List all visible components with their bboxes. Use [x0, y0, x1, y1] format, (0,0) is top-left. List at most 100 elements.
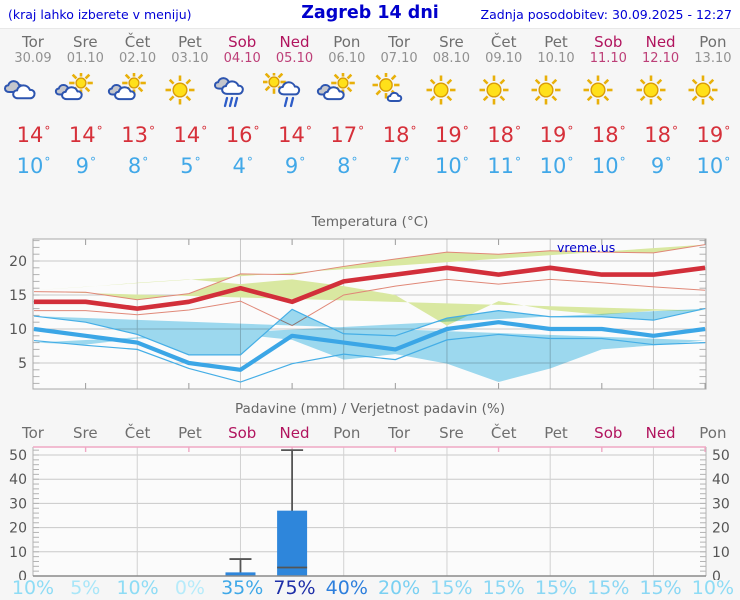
day-column: Pon 13.10 19° 10° [681, 34, 740, 178]
weather-icon [472, 69, 536, 115]
day-column: Sre 01.10 14° 9° [53, 34, 117, 178]
precip-axis-label-right: 0 [712, 569, 721, 580]
weather-icon [629, 69, 693, 115]
precip-probability: 15% [534, 577, 578, 599]
weather-icon [210, 69, 274, 115]
low-temp: 10° [16, 154, 51, 178]
precip-probability: 15% [482, 577, 525, 599]
precip-axis-label-left: 0 [18, 569, 27, 580]
precip-day-label: Pet [178, 424, 202, 442]
partly-cloudy-icon [315, 73, 355, 109]
precip-axis-label-left: 50 [9, 448, 27, 464]
menu-hint-text: (kraj lahko izberete v meniju) [8, 7, 192, 22]
day-date: 10.10 [537, 51, 575, 66]
day-date: 04.10 [223, 51, 261, 66]
day-name: Čet [124, 33, 151, 51]
weather-icon [1, 69, 65, 115]
precip-day-label: Pet [544, 424, 568, 442]
day-name: Sob [594, 33, 623, 51]
day-column: Čet 09.10 18° 11° [472, 34, 536, 178]
low-temp: 5° [180, 154, 201, 178]
precip-probability: 75% [273, 577, 316, 599]
precip-day-label: Sre [439, 424, 464, 442]
partly-cloudy-icon [53, 73, 94, 109]
sunny-icon [636, 75, 666, 105]
temp-axis-label: 5 [18, 356, 27, 372]
weather-icon [367, 69, 431, 115]
precip-axis-label-right: 30 [712, 496, 730, 512]
precip-day-label: Tor [22, 424, 44, 442]
high-temp: 18° [382, 123, 417, 147]
weather-icon [681, 69, 740, 115]
high-temp: 19° [435, 123, 469, 147]
low-temp: 9° [75, 154, 96, 178]
low-temp: 9° [650, 154, 672, 178]
day-name: Tor [22, 33, 44, 51]
high-temp: 14° [173, 123, 208, 147]
day-date: 13.10 [694, 51, 732, 66]
day-date: 02.10 [118, 51, 157, 66]
page-title: Zagreb 14 dni [301, 3, 439, 23]
precip-probability: 5% [70, 577, 101, 599]
day-column: Pon 06.10 17° 8° [315, 34, 379, 178]
day-date: 06.10 [328, 51, 366, 66]
high-temp: 18° [487, 123, 522, 147]
high-temp: 14° [68, 123, 103, 147]
precip-axis-label-right: 10 [712, 545, 730, 561]
weather-icon [419, 69, 483, 115]
high-temp: 16° [225, 123, 260, 147]
day-column: Ned 12.10 18° 9° [629, 34, 693, 178]
weather-icon [106, 69, 170, 115]
day-name: Čet [490, 33, 517, 51]
precipitation-chart: 0 0 10 10 20 20 30 30 40 40 50 50 [9, 446, 730, 580]
high-temp: 19° [539, 123, 574, 147]
day-column: Pet 03.10 14° 5° [158, 34, 222, 178]
low-temp: 8° [127, 154, 149, 178]
precip-day-label: Sre [73, 424, 98, 442]
low-temp: 10° [591, 154, 626, 178]
precip-day-label: Čet [124, 424, 151, 442]
temp-axis-label: 10 [9, 322, 27, 338]
weather-icon [315, 69, 379, 115]
sunny-icon [688, 75, 718, 105]
precipitation-chart-title: Padavine (mm) / Verjetnost padavin (%) [235, 401, 505, 417]
day-column: Pet 10.10 19° 10° [524, 34, 588, 178]
high-temp: 14° [278, 123, 312, 147]
day-name: Sob [228, 33, 257, 51]
mostly-sunny-icon [372, 73, 411, 109]
day-name: Tor [388, 33, 411, 51]
day-date: 09.10 [485, 51, 523, 66]
precip-day-label: Čet [490, 424, 517, 442]
precip-axis-label-right: 50 [712, 448, 730, 464]
temperature-chart-title: Temperatura (°C) [311, 214, 429, 230]
weather-icon [158, 69, 222, 115]
precip-axis-label-right: 40 [712, 472, 730, 488]
precip-axis-label-left: 10 [9, 545, 27, 561]
precip-day-label: Sob [228, 424, 257, 442]
weather-icon [53, 69, 117, 115]
precip-day-label: Pon [333, 424, 361, 442]
high-temp: 17° [330, 123, 365, 147]
high-temp: 18° [591, 123, 626, 147]
precip-day-label: Sob [594, 424, 623, 442]
precip-axis-label-right: 20 [712, 521, 730, 537]
precip-probability: 40% [325, 577, 368, 599]
high-temp-line [34, 265, 706, 311]
day-name: Pon [333, 33, 361, 51]
high-temp: 13° [121, 123, 155, 147]
watermark-vreme-us: vreme.us [557, 240, 616, 255]
sunny-icon [531, 75, 561, 105]
weather-icon [524, 69, 588, 115]
sunny-icon [583, 75, 613, 105]
day-date: 07.10 [380, 51, 418, 66]
high-temp: 19° [696, 123, 731, 147]
partly-cloudy-icon [106, 73, 146, 109]
precip-day-label: Pon [699, 424, 727, 442]
low-temp: 10° [435, 154, 469, 178]
sunny-icon [426, 75, 456, 105]
day-name: Ned [279, 33, 310, 51]
day-name: Pet [178, 33, 202, 51]
day-date: 03.10 [171, 51, 209, 66]
low-temp: 10° [696, 154, 731, 178]
